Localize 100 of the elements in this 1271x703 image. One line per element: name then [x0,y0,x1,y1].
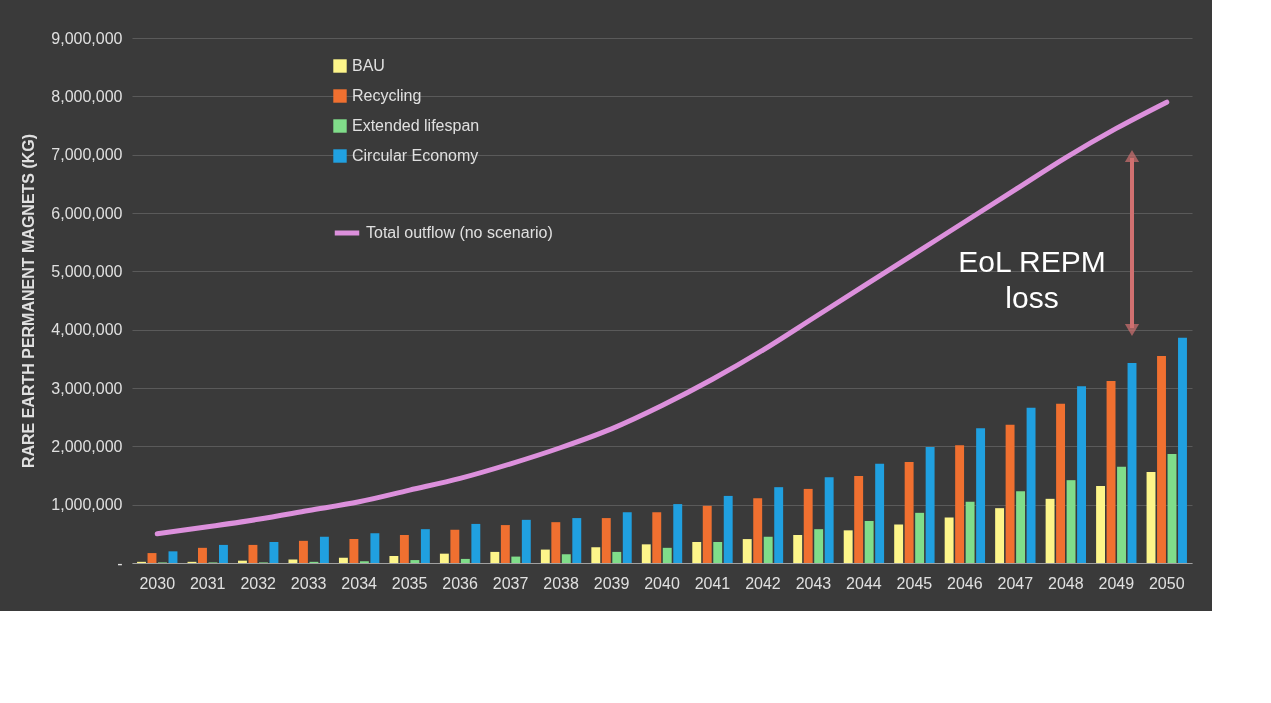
y-tick-label: 4,000,000 [51,321,123,339]
bar [692,542,702,563]
bar [965,501,975,563]
bar [652,512,662,563]
bar [198,547,207,563]
x-tick-label: 2043 [795,574,832,592]
bar [349,539,359,563]
bar [1077,386,1086,563]
x-tick-label: 2039 [593,574,630,592]
bar [420,529,430,563]
bar [500,525,510,563]
y-tick-label: - [117,554,123,572]
x-tick-label: 2031 [189,574,226,592]
bar [673,504,683,563]
bar [319,536,329,563]
bar [439,553,449,563]
y-tick-label: 5,000,000 [51,262,123,280]
bar [995,508,1005,563]
x-tick-label: 2042 [745,574,781,592]
bar [662,547,672,563]
x-tick-label: 2044 [846,574,882,592]
bar [269,542,279,563]
bar [612,551,622,563]
x-tick-label: 2050 [1148,574,1185,592]
bar [1117,466,1126,563]
legend-label: Recycling [352,87,422,104]
bar [1146,472,1156,563]
bar [763,536,773,563]
y-tick-label: 9,000,000 [51,29,123,47]
x-tick-label: 2046 [947,574,983,592]
x-tick-label: 2040 [644,574,680,592]
x-tick-label: 2048 [1048,574,1084,592]
bar [854,476,864,563]
bar [389,556,399,563]
x-tick-label: 2035 [391,574,428,592]
bar [298,540,308,563]
bar [399,535,409,563]
bar [370,533,380,563]
y-tick-label: 7,000,000 [51,146,123,164]
annotation: EoL REPM loss [958,245,1106,314]
bar [471,523,481,563]
bar [511,556,521,563]
bar [864,521,874,563]
x-tick-label: 2034 [341,574,378,592]
bar [218,544,228,563]
bar [894,524,904,563]
bar [1106,381,1116,563]
bar [248,544,258,563]
bar [976,428,986,563]
x-tick-label: 2032 [240,574,277,592]
bar [540,549,550,563]
bar [793,535,803,563]
bar [824,477,834,563]
y-tick-label: 8,000,000 [51,87,123,105]
bar [713,542,723,563]
bar [904,462,914,563]
x-tick-label: 2049 [1098,574,1135,592]
x-tick-label: 2045 [896,574,933,592]
bar [460,558,470,563]
bar [1178,337,1187,563]
x-tick-label: 2038 [543,574,579,592]
legend-label: Extended lifespan [352,117,480,134]
legend-label: BAU [352,57,385,74]
bar [742,539,752,563]
bar [1167,453,1177,563]
bar [521,519,531,563]
x-tick-label: 2030 [139,574,176,592]
bar [915,512,925,563]
bar [1005,424,1015,563]
bar [753,498,763,563]
bar [925,446,935,563]
bar [168,551,178,563]
bar [1127,362,1137,563]
bar [1016,491,1026,563]
bar [641,544,651,563]
bar [843,530,853,563]
bar [1096,486,1106,563]
y-tick-label: 2,000,000 [51,437,123,455]
bar [1157,355,1166,563]
x-tick-label: 2037 [492,574,529,592]
x-tick-label: 2041 [694,574,731,592]
bar [814,529,824,563]
bar [1045,498,1055,563]
y-tick-label: 3,000,000 [51,379,123,397]
bar [622,512,632,563]
bar [551,522,561,563]
bar [450,529,460,563]
bar [601,518,611,563]
legend-label: Total outflow (no scenario) [366,224,553,241]
x-tick-label: 2047 [997,574,1034,592]
bar [723,495,733,563]
bar [1066,480,1076,563]
y-tick-label: 1,000,000 [51,496,123,514]
bar [944,517,954,563]
bar [572,518,582,563]
bar [591,547,601,563]
x-tick-label: 2033 [290,574,327,592]
bar [702,505,712,563]
x-tick-label: 2036 [442,574,478,592]
y-tick-label: 6,000,000 [51,204,123,222]
